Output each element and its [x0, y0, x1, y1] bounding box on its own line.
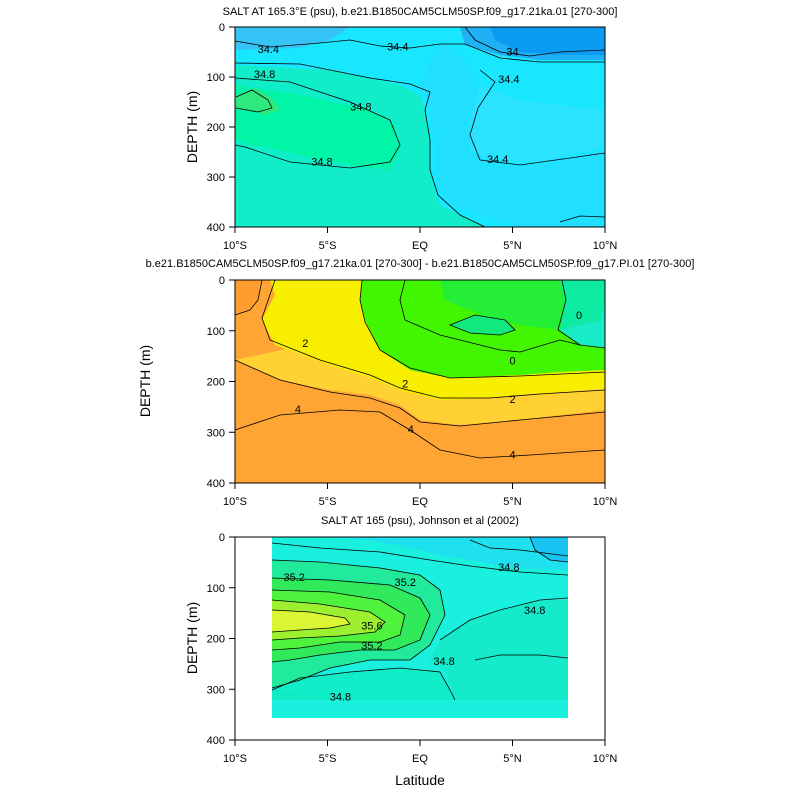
contour-label: 2 [302, 338, 308, 350]
x-tick-label: 5°N [503, 240, 522, 252]
x-tick-label: 5°S [319, 240, 337, 252]
contour-labels: 34.4 34.4 34 34.4 34.8 34.8 34.8 34.4 [254, 42, 520, 169]
contour-label: 34.8 [254, 69, 275, 81]
contour-label: 34 [506, 47, 518, 59]
y-tick-label: 200 [207, 122, 225, 134]
y-tick-label: 100 [207, 72, 225, 84]
contour-label: 2 [509, 394, 515, 406]
x-tick-label: 10°N [593, 496, 618, 508]
contour-fill [272, 537, 568, 718]
y-tick-label: 0 [219, 532, 225, 544]
contour-lines [234, 26, 606, 228]
contour-label: 4 [408, 424, 414, 436]
y-tick-label: 400 [207, 735, 225, 747]
x-tick-label: 5°S [319, 753, 337, 765]
contour-label: 34.8 [433, 656, 454, 668]
y-axis-label: DEPTH (m) [184, 91, 200, 163]
contour-label: 35.2 [361, 641, 382, 653]
contour-label: 34.8 [524, 605, 545, 617]
x-tick-label: 5°N [503, 753, 522, 765]
contour-label: 4 [295, 404, 301, 416]
contour-label: 0 [576, 310, 582, 322]
contour-label: 34.4 [258, 44, 279, 56]
contour-label: 34.8 [498, 562, 519, 574]
x-axis: 10°S 5°S EQ 5°N 10°N [223, 227, 617, 252]
panel-observed-salinity: SALT AT 165 (psu), Johnson et al (2002) [184, 515, 617, 788]
x-tick-label: 5°N [503, 496, 522, 508]
panel-title: b.e21.B1850CAM5CLM50SP.f09_g17.21ka.01 [… [146, 258, 695, 270]
panel-difference: b.e21.B1850CAM5CLM50SP.f09_g17.21ka.01 [… [137, 258, 694, 508]
y-tick-label: 100 [207, 583, 225, 595]
panel-title: SALT AT 165.3°E (psu), b.e21.B1850CAM5CL… [223, 6, 618, 18]
contour-lines [271, 536, 569, 701]
y-axis-label: DEPTH (m) [137, 345, 153, 417]
x-tick-label: 10°N [593, 240, 618, 252]
contour-lines [234, 279, 606, 459]
contour-label: 0 [509, 356, 515, 368]
x-tick-label: 10°N [593, 753, 618, 765]
contour-label: 35.2 [394, 577, 415, 589]
x-axis: 10°S 5°S EQ 5°N 10°N [223, 483, 617, 508]
contour-labels: 0 2 0 2 2 4 4 4 [295, 310, 582, 462]
contour-label: 34.4 [487, 154, 508, 166]
contour-label: 35.2 [283, 572, 304, 584]
contour-label: 34.8 [350, 102, 371, 114]
contour-label: 34.8 [311, 157, 332, 169]
y-axis: 0 100 200 300 400 [207, 275, 235, 490]
contour-label: 34.4 [498, 74, 519, 86]
y-tick-label: 100 [207, 326, 225, 338]
x-tick-label: 10°S [223, 753, 247, 765]
contour-label: 2 [402, 379, 408, 391]
contour-label: 35.6 [361, 620, 382, 632]
y-tick-label: 400 [207, 222, 225, 234]
x-axis: 10°S 5°S EQ 5°N 10°N [223, 740, 617, 765]
y-tick-label: 200 [207, 377, 225, 389]
contour-labels: 35.2 35.2 34.8 35.6 34.8 35.2 34.8 34.8 [283, 562, 545, 703]
x-tick-label: EQ [412, 753, 428, 765]
y-axis-label: DEPTH (m) [184, 602, 200, 674]
y-tick-label: 200 [207, 634, 225, 646]
y-axis: 0 100 200 300 400 [207, 532, 235, 747]
y-tick-label: 0 [219, 22, 225, 34]
y-tick-label: 300 [207, 427, 225, 439]
x-tick-label: 10°S [223, 496, 247, 508]
contour-fill [235, 280, 605, 483]
y-tick-label: 0 [219, 275, 225, 287]
contour-fill [235, 27, 605, 227]
contour-label: 34.4 [387, 42, 408, 54]
x-tick-label: EQ [412, 496, 428, 508]
panel-model-salinity: SALT AT 165.3°E (psu), b.e21.B1850CAM5CL… [184, 6, 617, 252]
contour-label: 4 [509, 450, 515, 462]
y-tick-label: 400 [207, 478, 225, 490]
x-tick-label: 5°S [319, 496, 337, 508]
panel-title: SALT AT 165 (psu), Johnson et al (2002) [321, 515, 519, 527]
y-tick-label: 300 [207, 684, 225, 696]
y-axis: 0 100 200 300 400 [207, 22, 235, 234]
x-tick-label: EQ [412, 240, 428, 252]
contour-label: 34.8 [330, 691, 351, 703]
x-axis-label: Latitude [395, 772, 445, 788]
y-tick-label: 300 [207, 172, 225, 184]
x-tick-label: 10°S [223, 240, 247, 252]
